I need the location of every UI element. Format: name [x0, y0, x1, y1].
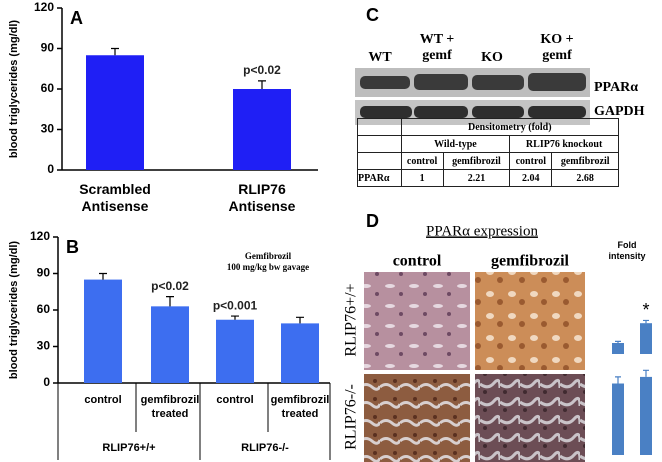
- x-tick-label: control: [84, 394, 121, 406]
- table-title: Densitometry (fold): [400, 118, 620, 136]
- panel-letter: A: [70, 8, 83, 28]
- y-tick-label: 60: [41, 81, 55, 95]
- lane-label: KO: [481, 50, 503, 65]
- error-bar: [615, 376, 621, 384]
- table-column: control: [400, 152, 444, 170]
- table-group: Wild-type: [400, 135, 511, 153]
- histology-image: [475, 374, 585, 462]
- annotation: p<0.02: [243, 63, 281, 77]
- bar: [84, 279, 122, 383]
- annotation: *: [642, 300, 649, 320]
- note: 100 mg/kg bw gavage: [227, 262, 309, 272]
- value-label: Fold intensity: [608, 240, 645, 261]
- bar: [612, 383, 624, 455]
- band-label: PPARα: [594, 80, 638, 95]
- lane-label: WT + gemf: [420, 32, 455, 63]
- x-tick-label: gemfibrozil treated: [141, 394, 200, 420]
- panel-letter: C: [366, 5, 379, 25]
- y-tick-label: 0: [47, 162, 54, 176]
- table-cell: 2.21: [442, 169, 511, 187]
- histology-image: [364, 272, 470, 370]
- band-label: GAPDH: [594, 104, 645, 119]
- error-bar: [643, 369, 649, 377]
- x-tick-label: gemfibrozil treated: [271, 394, 330, 420]
- error-bar: [615, 340, 621, 343]
- panel-letter: B: [66, 237, 79, 257]
- histology-image: [364, 374, 470, 462]
- y-axis-label: blood triglycerides (mg/dl): [8, 20, 20, 158]
- table-group: RLIP76 knockout: [509, 135, 619, 153]
- x-tick-label: Scrambled Antisense: [79, 181, 151, 214]
- table-cell: 1: [400, 169, 444, 187]
- y-tick-label: 30: [41, 122, 55, 136]
- y-tick-label: 90: [41, 41, 55, 55]
- bar: [640, 323, 652, 354]
- table-cell: 2.04: [509, 169, 553, 187]
- table-column: control: [509, 152, 553, 170]
- y-axis-label: blood triglycerides (mg/dl): [8, 241, 20, 379]
- y-tick-label: 120: [34, 0, 54, 14]
- table-row-label: PPARα: [357, 169, 402, 187]
- panel-letter: D: [366, 211, 379, 231]
- bar: [216, 319, 254, 383]
- panel-title: PPARα expression: [426, 223, 538, 239]
- bar: [151, 306, 189, 383]
- annotation: p<0.02: [151, 279, 189, 293]
- group-label: RLIP76-/-: [241, 442, 289, 454]
- note: Gemfibrozil: [245, 251, 292, 261]
- error-bar: [231, 315, 239, 320]
- blot-bands: [360, 73, 586, 91]
- table-column: gemfibrozil: [442, 152, 511, 170]
- bar: [233, 89, 291, 170]
- x-tick-label: control: [216, 394, 253, 406]
- bar: [612, 343, 624, 354]
- densitometry-table: Densitometry (fold) Wild-type RLIP76 knoc…: [357, 118, 620, 187]
- table-column: gemfibrozil: [551, 152, 619, 170]
- y-tick-label: 120: [30, 229, 50, 243]
- error-bar: [166, 296, 174, 307]
- error-bar: [643, 319, 649, 324]
- error-bar: [111, 47, 119, 56]
- blot-bands: [360, 106, 586, 118]
- bar: [640, 376, 652, 455]
- group-label: RLIP76+/+: [102, 442, 155, 454]
- y-tick-label: 60: [37, 302, 51, 316]
- row-label: RLIP76+/+: [343, 283, 360, 356]
- table-cell: 2.68: [551, 169, 619, 187]
- error-bar: [99, 272, 107, 280]
- row-label: RLIP76-/-: [343, 384, 360, 450]
- y-tick-label: 30: [37, 339, 51, 353]
- error-bar: [258, 80, 266, 89]
- lane-label: KO + gemf: [540, 32, 573, 63]
- histology-image: [475, 272, 585, 370]
- error-bar: [296, 316, 304, 324]
- lane-label: WT: [368, 50, 392, 65]
- column-label: gemfibrozil: [491, 253, 569, 270]
- x-tick-label: RLIP76 Antisense: [229, 181, 296, 214]
- annotation: p<0.001: [213, 298, 258, 312]
- bar: [281, 323, 319, 383]
- column-label: control: [393, 253, 442, 270]
- y-tick-label: 0: [43, 375, 50, 389]
- bar: [86, 55, 144, 170]
- y-tick-label: 90: [37, 266, 51, 280]
